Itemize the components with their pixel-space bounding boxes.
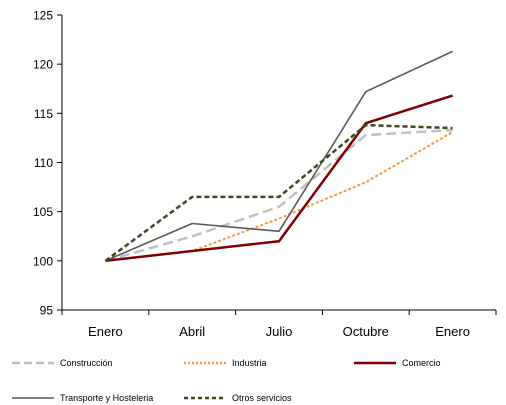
y-tick-label: 95 <box>40 304 54 318</box>
series-line-otros-servicios <box>104 123 453 262</box>
y-tick-label: 110 <box>34 156 53 170</box>
series-lines <box>104 50 454 263</box>
y-tick-label: 100 <box>33 254 53 268</box>
y-tick-label: 120 <box>33 58 53 72</box>
series-line-transporte-y-hosteleria <box>105 50 453 262</box>
series-line-construccion <box>105 128 453 263</box>
x-tick-label: Octubre <box>343 324 389 339</box>
x-tick-label: Abril <box>179 324 205 339</box>
chart-axes <box>57 14 497 315</box>
series-line-comercio <box>105 94 453 263</box>
x-tick-label: Enero <box>435 324 470 339</box>
y-tick-label: 125 <box>33 9 53 23</box>
tick-labels: 95 100 105 110 115 120 125 Enero Abril Julio Octub… <box>33 9 470 340</box>
x-tick-label: Enero <box>88 324 123 339</box>
series-line-industria <box>105 131 454 262</box>
y-tick-label: 115 <box>34 107 53 121</box>
y-tick-label: 105 <box>33 205 53 219</box>
x-tick-label: Julio <box>266 324 293 339</box>
